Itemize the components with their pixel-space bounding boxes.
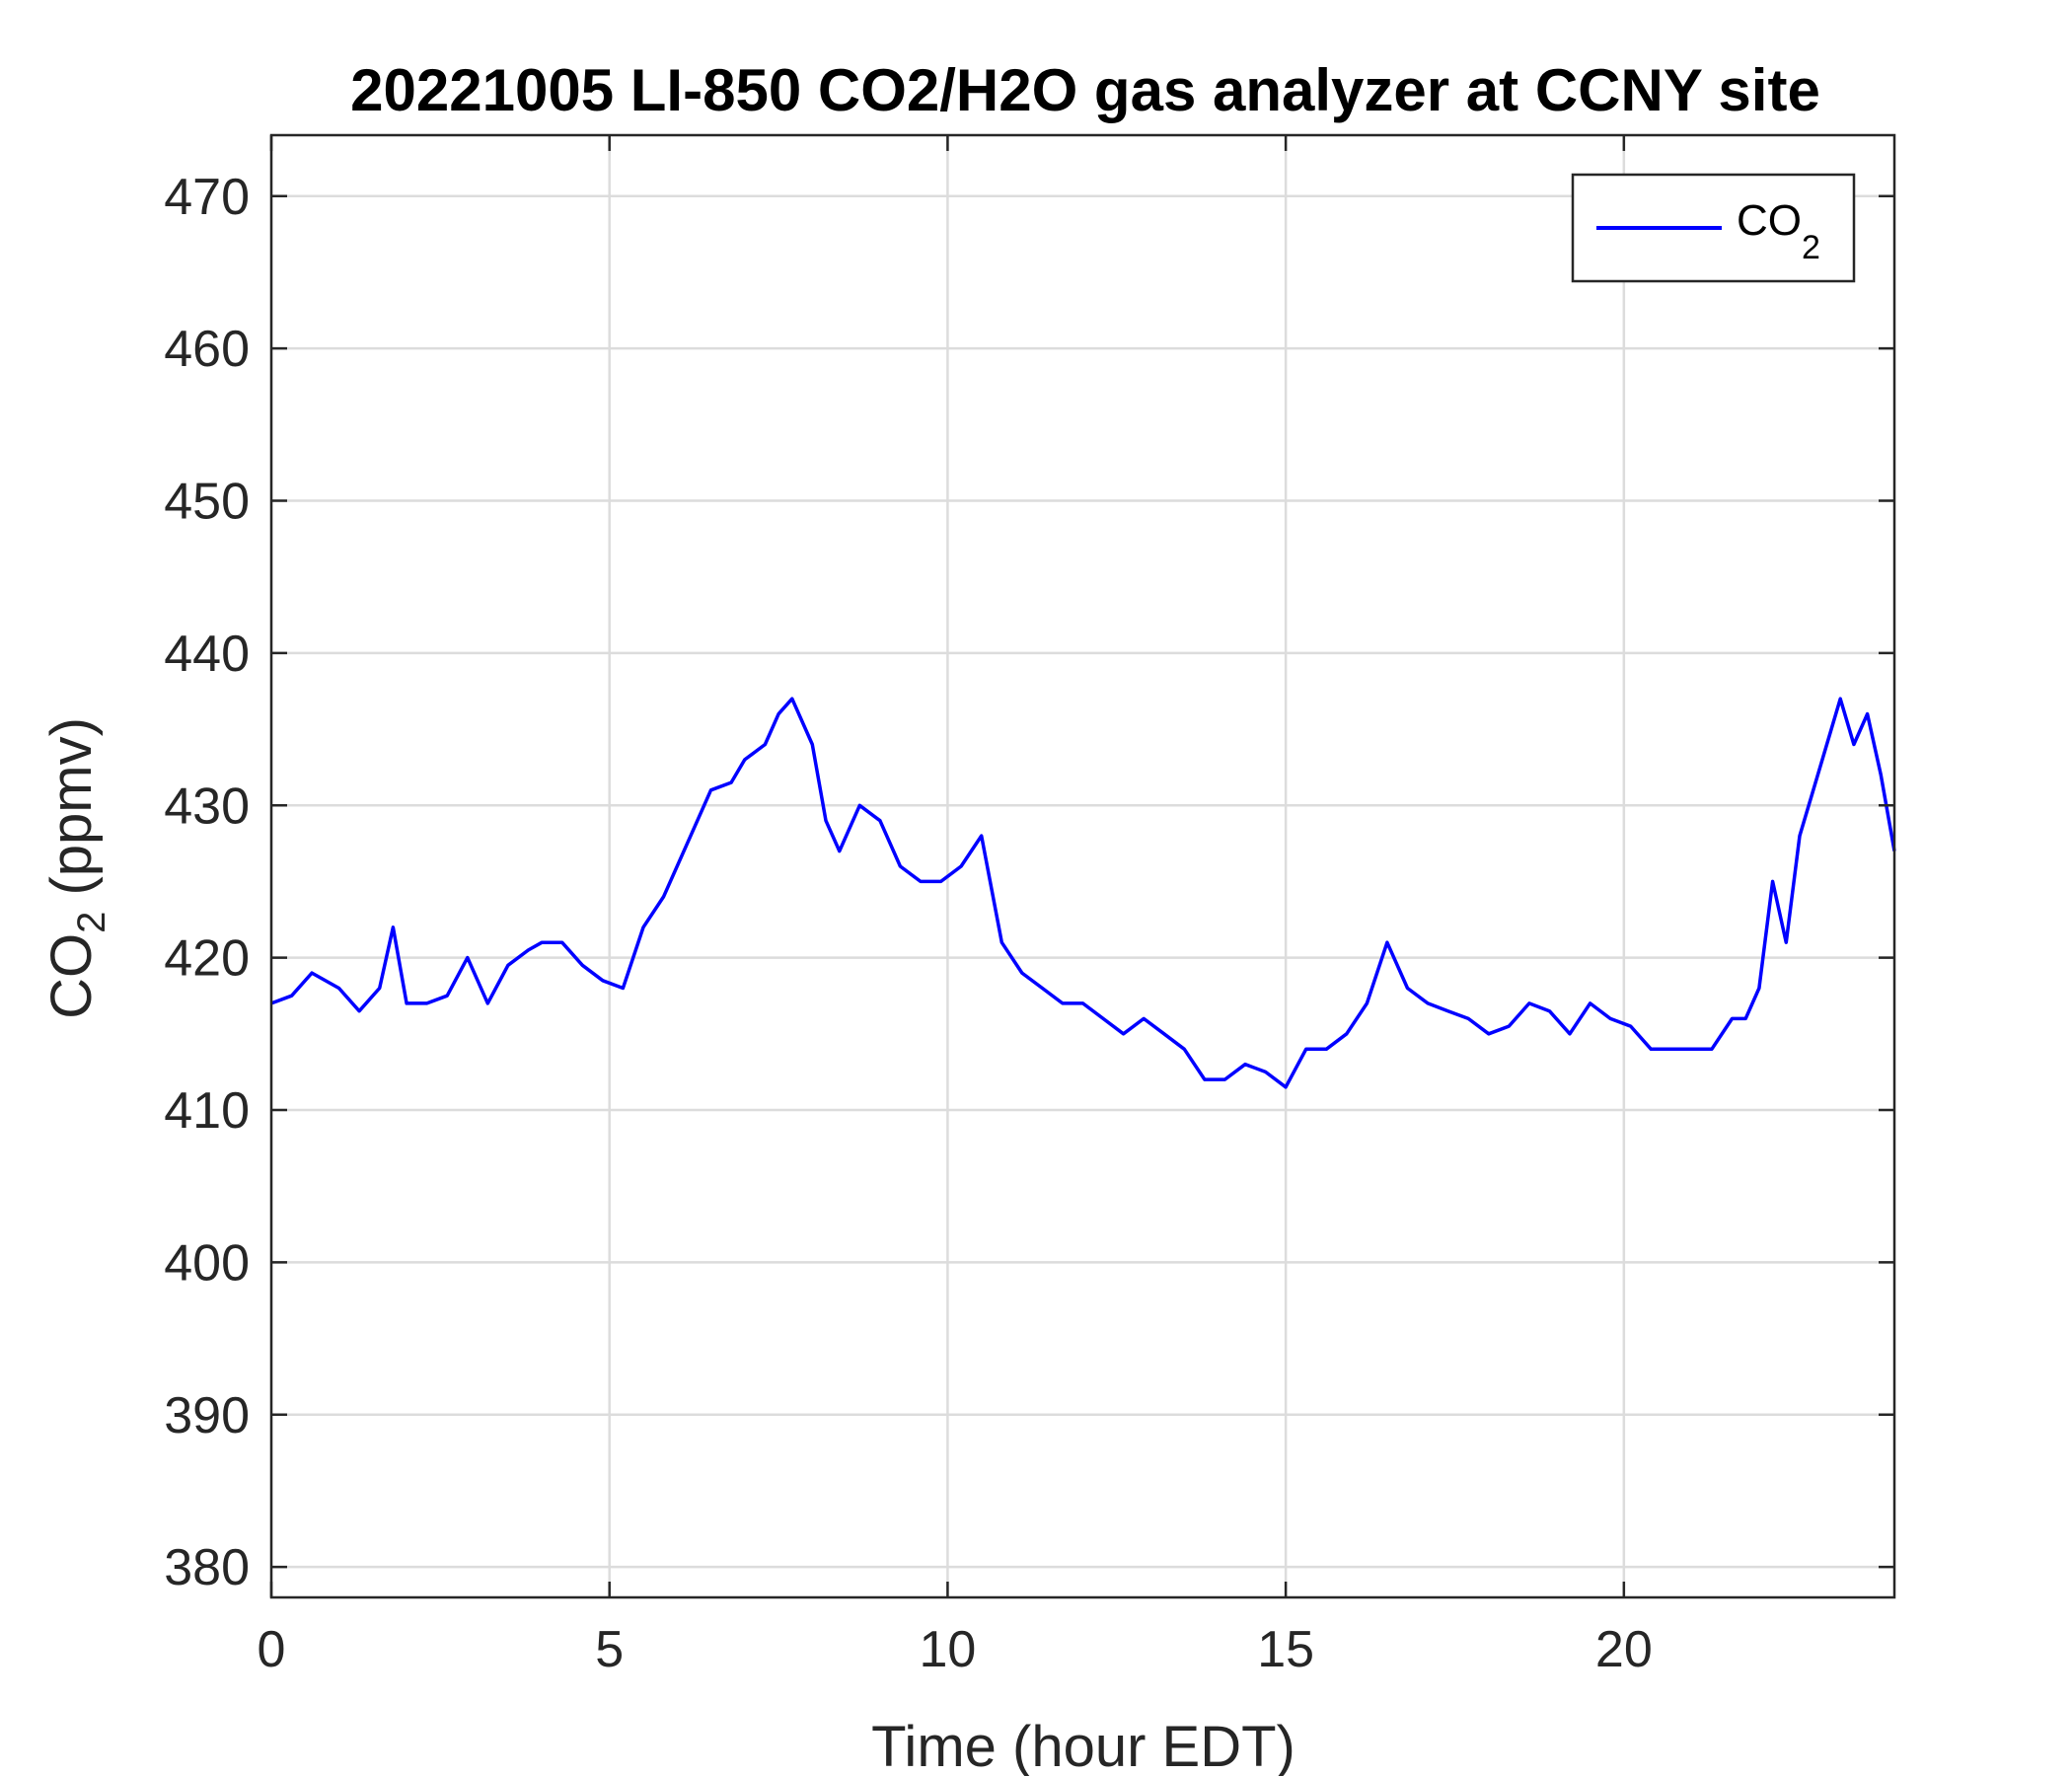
y-tick-label: 380 <box>164 1539 250 1596</box>
y-tick-label: 460 <box>164 321 250 378</box>
y-axis-label-main: CO <box>39 933 104 1019</box>
chart-title: 20221005 LI-850 CO2/H2O gas analyzer at … <box>350 57 1820 123</box>
y-tick-label: 400 <box>164 1234 250 1292</box>
y-tick-label: 440 <box>164 626 250 683</box>
series-layer <box>270 697 1896 1089</box>
y-tick-label: 430 <box>164 777 250 835</box>
legend-label-main: CO <box>1737 196 1802 245</box>
grid-lines <box>269 135 1894 1597</box>
axis-ticks <box>269 135 1894 1597</box>
x-axis-label: Time (hour EDT) <box>871 1715 1295 1776</box>
x-tick-labels: 0 5 10 15 20 <box>258 1621 1653 1678</box>
y-tick-label: 470 <box>164 169 250 226</box>
y-tick-label: 410 <box>164 1082 250 1140</box>
y-axis-label-subscript: 2 <box>70 912 113 933</box>
legend-label-subscript: 2 <box>1802 229 1820 266</box>
series-line-co2 <box>270 697 1896 1089</box>
y-axis-label-units: (ppmv) <box>39 717 104 912</box>
plot-area-frame <box>269 133 1896 1599</box>
y-tick-label: 420 <box>164 930 250 988</box>
legend-label: CO2 <box>1737 196 1820 266</box>
x-tick-label: 0 <box>258 1621 286 1678</box>
x-tick-label: 20 <box>1595 1621 1653 1678</box>
y-axis-label: CO2 (ppmv) <box>39 717 113 1019</box>
x-tick-label: 15 <box>1257 1621 1314 1678</box>
y-tick-label: 450 <box>164 474 250 531</box>
y-tick-label: 390 <box>164 1387 250 1444</box>
x-tick-label: 10 <box>919 1621 976 1678</box>
y-tick-labels: 380 390 400 410 420 430 440 450 460 470 <box>164 169 250 1596</box>
legend: CO2 <box>1571 173 1856 283</box>
x-tick-label: 5 <box>595 1621 624 1678</box>
